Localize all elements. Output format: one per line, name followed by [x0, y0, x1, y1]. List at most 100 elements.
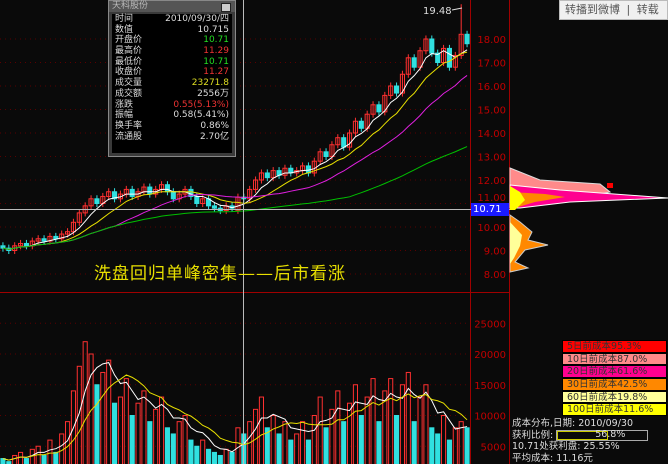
volume-bar — [182, 415, 188, 464]
volume-bar — [82, 341, 88, 464]
volume-bar — [341, 421, 347, 464]
volume-bar — [364, 396, 370, 464]
volume-ma5-line — [2, 362, 468, 461]
volume-bar — [47, 439, 53, 464]
info-key: 成交额 — [115, 88, 143, 99]
volume-bar — [112, 402, 118, 464]
volume-bar — [394, 415, 400, 464]
cost-legend: 5日前成本95.3% 10日前成本87.0% 20日前成本61.6% 30日前成本42… — [562, 340, 667, 417]
price-tick-label: 14.00 — [477, 129, 506, 140]
candle — [258, 172, 264, 181]
cost-date: 成本分布,日期: 2010/09/30 — [512, 418, 633, 429]
candle — [76, 212, 82, 223]
volume-bar — [317, 396, 323, 464]
price-tick-label: 18.00 — [477, 35, 506, 46]
candle — [452, 54, 458, 68]
volume-bar — [23, 458, 29, 464]
candle — [429, 38, 435, 54]
volume-bar — [159, 396, 165, 464]
candle — [0, 245, 6, 249]
volume-bar — [411, 421, 417, 464]
candle — [18, 242, 24, 247]
share-weibo-link[interactable]: 转播到微博 — [565, 3, 620, 16]
volume-bar — [399, 384, 405, 464]
price-tick-label: 15.00 — [477, 106, 506, 117]
volume-bar — [135, 402, 141, 464]
volume-bar — [300, 421, 306, 464]
info-value: 0.86% — [200, 120, 229, 131]
candle — [194, 195, 200, 204]
price-tick-label: 11.00 — [477, 193, 506, 204]
candle — [200, 198, 206, 205]
price-tick-label: 12.00 — [477, 176, 506, 187]
info-value: 23271.8 — [191, 78, 229, 89]
info-key: 成交量 — [115, 78, 143, 89]
repost-link[interactable]: 转载 — [636, 3, 659, 16]
candle — [376, 104, 382, 113]
candle — [94, 198, 100, 205]
info-key: 时间 — [115, 14, 134, 24]
volume-bar — [211, 451, 217, 464]
volume-bar — [188, 439, 194, 464]
cost-legend-item: 10日前成本87.0% — [562, 352, 667, 366]
info-row: 振幅 0.58(5.41%) — [112, 110, 232, 121]
candle — [435, 52, 441, 63]
volume-bar — [464, 427, 470, 464]
volume-bar — [282, 421, 288, 464]
info-row: 收盘价 11.27 — [112, 67, 232, 78]
candle — [446, 47, 452, 68]
volume-bar — [323, 427, 329, 464]
cost-legend-item: 60日前成本19.8% — [562, 390, 667, 404]
candle — [417, 50, 423, 68]
price-tick-label: 13.00 — [477, 153, 506, 164]
volume-bar — [129, 415, 135, 464]
volume-bar — [35, 445, 41, 464]
volume-bar — [417, 396, 423, 464]
info-panel[interactable]: 天科股份 时间 2010/09/30/四 数值 10.715 开盘价 10.71 最高价 11… — [108, 0, 236, 157]
volume-bar — [370, 378, 376, 464]
candle — [441, 47, 447, 64]
volume-bar — [88, 353, 94, 464]
volume-bar — [288, 439, 294, 464]
info-value: 11.27 — [203, 67, 229, 78]
profit-label: 获利比例: — [512, 429, 554, 441]
volume-bar — [458, 421, 464, 464]
info-panel-title: 天科股份 — [109, 1, 235, 12]
info-value: 2.70亿 — [199, 131, 229, 142]
volume-bar — [376, 421, 382, 464]
volume-bar — [264, 427, 270, 464]
candle — [129, 188, 135, 197]
info-value: 11.29 — [203, 46, 229, 57]
candle — [329, 144, 335, 157]
high-marker — [451, 7, 463, 11]
candle — [399, 73, 405, 94]
candle — [335, 137, 341, 146]
info-value: 10.71 — [203, 35, 229, 46]
info-row: 成交额 2556万 — [112, 89, 232, 100]
volume-bar — [247, 421, 253, 464]
candle — [423, 38, 429, 52]
volume-bar — [335, 390, 341, 464]
close-icon[interactable] — [221, 3, 231, 12]
info-row: 开盘价 10.71 — [112, 35, 232, 46]
ma60-line — [2, 146, 468, 250]
volume-bar — [253, 408, 259, 464]
volume-bar — [170, 433, 176, 464]
candle — [282, 167, 288, 176]
volume-bar — [59, 433, 65, 464]
volume-bar — [388, 378, 394, 464]
volume-bar — [147, 421, 153, 464]
info-row: 成交量 23271.8 — [112, 78, 232, 89]
cost-peak-5d — [607, 183, 613, 188]
volume-bar — [294, 433, 300, 464]
info-value: 0.58(5.41%) — [173, 110, 229, 121]
candle — [341, 137, 347, 148]
volume-bar — [206, 448, 212, 464]
info-row: 数值 10.715 — [112, 25, 232, 36]
volume-bar — [153, 408, 159, 464]
volume-bar — [106, 359, 112, 464]
volume-bar — [41, 454, 47, 464]
volume-bar — [141, 390, 147, 464]
cost-info: 成本分布,日期: 2010/09/30 获利比例: 56.8% 10.71处获利盘… — [512, 418, 668, 464]
